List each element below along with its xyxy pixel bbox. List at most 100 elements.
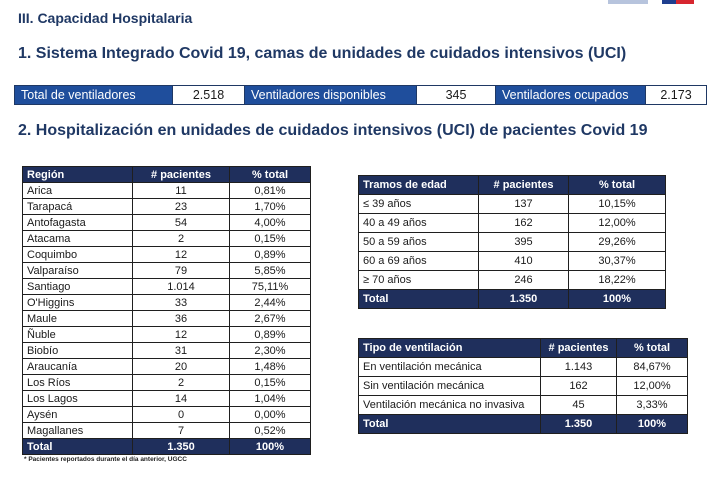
patients-cell: 1.143: [540, 357, 617, 377]
patients-cell: 2: [132, 230, 230, 247]
patients-cell: 12: [132, 246, 230, 263]
table-row: Magallanes 7 0,52%: [22, 422, 311, 439]
percent-cell: 2,30%: [229, 342, 311, 359]
table-row: Los Ríos 2 0,15%: [22, 374, 311, 391]
percent-cell: 1,70%: [229, 198, 311, 215]
table-row: O'Higgins 33 2,44%: [22, 294, 311, 311]
percent-cell: 12,00%: [616, 376, 688, 396]
total-percent-cell: 100%: [616, 414, 688, 434]
table-row: Los Lagos 14 1,04%: [22, 390, 311, 407]
table-row: Aysén 0 0,00%: [22, 406, 311, 423]
table-row: Santiago 1.014 75,11%: [22, 278, 311, 295]
patients-cell: 79: [132, 262, 230, 279]
percent-cell: 0,00%: [229, 406, 311, 423]
row-label-cell: 50 a 59 años: [358, 232, 479, 252]
region-table-header: Región # pacientes % total: [22, 166, 311, 183]
table-row: Maule 36 2,67%: [22, 310, 311, 327]
table-row: Arica 11 0,81%: [22, 182, 311, 199]
table-row: ≤ 39 años 137 10,15%: [358, 194, 666, 214]
table-row: Tarapacá 23 1,70%: [22, 198, 311, 215]
patients-cell: 0: [132, 406, 230, 423]
row-label-cell: Valparaíso: [22, 262, 133, 279]
row-label-cell: ≤ 39 años: [358, 194, 479, 214]
table-row: Biobío 31 2,30%: [22, 342, 311, 359]
row-label-cell: En ventilación mecánica: [358, 357, 541, 377]
percent-cell: 0,81%: [229, 182, 311, 199]
patients-cell: 12: [132, 326, 230, 343]
col-age-range: Tramos de edad: [358, 175, 479, 195]
col-percent: % total: [616, 338, 688, 358]
percent-cell: 0,89%: [229, 326, 311, 343]
row-label-cell: Ñuble: [22, 326, 133, 343]
row-label-cell: 60 a 69 años: [358, 251, 479, 271]
table-row: 50 a 59 años 395 29,26%: [358, 232, 666, 252]
percent-cell: 75,11%: [229, 278, 311, 295]
row-label-cell: Sin ventilación mecánica: [358, 376, 541, 396]
region-table: Región # pacientes % total Arica 11 0,81% T…: [22, 166, 311, 455]
patients-cell: 14: [132, 390, 230, 407]
table-row: Ñuble 12 0,89%: [22, 326, 311, 343]
percent-cell: 0,15%: [229, 374, 311, 391]
row-label-cell: Aysén: [22, 406, 133, 423]
patients-cell: 36: [132, 310, 230, 327]
age-table-header: Tramos de edad # pacientes % total: [358, 175, 666, 195]
percent-cell: 2,67%: [229, 310, 311, 327]
col-region: Región: [22, 166, 133, 183]
table-row: 40 a 49 años 162 12,00%: [358, 213, 666, 233]
table-row: Araucanía 20 1,48%: [22, 358, 311, 375]
heading-uci-beds: 1. Sistema Integrado Covid 19, camas de …: [18, 45, 627, 62]
total-ventilators-value: 2.518: [173, 86, 245, 104]
percent-cell: 0,15%: [229, 230, 311, 247]
patients-cell: 45: [540, 395, 617, 415]
col-patients: # pacientes: [478, 175, 569, 195]
available-ventilators-value: 345: [417, 86, 496, 104]
total-percent-cell: 100%: [229, 438, 311, 455]
col-percent: % total: [568, 175, 666, 195]
available-ventilators-label: Ventiladores disponibles: [245, 86, 417, 104]
patients-cell: 1.014: [132, 278, 230, 295]
percent-cell: 0,52%: [229, 422, 311, 439]
row-label-cell: Tarapacá: [22, 198, 133, 215]
percent-cell: 2,44%: [229, 294, 311, 311]
patients-cell: 23: [132, 198, 230, 215]
percent-cell: 12,00%: [568, 213, 666, 233]
ventilator-summary-bar: Total de ventiladores 2.518 Ventiladores…: [14, 85, 707, 105]
row-label-cell: Atacama: [22, 230, 133, 247]
occupied-ventilators-value: 2.173: [646, 86, 706, 104]
total-patients-cell: 1.350: [132, 438, 230, 455]
col-patients: # pacientes: [540, 338, 617, 358]
row-label-cell: Ventilación mecánica no invasiva: [358, 395, 541, 415]
row-label-cell: Biobío: [22, 342, 133, 359]
row-label-cell: 40 a 49 años: [358, 213, 479, 233]
total-row: Total 1.350 100%: [358, 289, 666, 309]
patients-cell: 246: [478, 270, 569, 290]
total-label-cell: Total: [358, 289, 479, 309]
table-row: Atacama 2 0,15%: [22, 230, 311, 247]
percent-cell: 84,67%: [616, 357, 688, 377]
row-label-cell: Magallanes: [22, 422, 133, 439]
heading-uci-hospitalization: 2. Hospitalización en unidades de cuidad…: [18, 122, 648, 139]
patients-cell: 33: [132, 294, 230, 311]
section-title: III. Capacidad Hospitalaria: [18, 10, 193, 26]
occupied-ventilators-label: Ventiladores ocupados: [496, 86, 646, 104]
ventilation-type-table: Tipo de ventilación # pacientes % total …: [358, 338, 688, 434]
table-row: En ventilación mecánica 1.143 84,67%: [358, 357, 688, 377]
row-label-cell: Maule: [22, 310, 133, 327]
percent-cell: 18,22%: [568, 270, 666, 290]
total-percent-cell: 100%: [568, 289, 666, 309]
total-row: Total 1.350 100%: [22, 438, 311, 455]
row-label-cell: Los Lagos: [22, 390, 133, 407]
patients-cell: 31: [132, 342, 230, 359]
percent-cell: 29,26%: [568, 232, 666, 252]
percent-cell: 10,15%: [568, 194, 666, 214]
patients-cell: 410: [478, 251, 569, 271]
row-label-cell: Araucanía: [22, 358, 133, 375]
footnote: * Pacientes reportados durante el día an…: [24, 456, 187, 463]
vent-table-header: Tipo de ventilación # pacientes % total: [358, 338, 688, 358]
patients-cell: 2: [132, 374, 230, 391]
table-row: Sin ventilación mecánica 162 12,00%: [358, 376, 688, 396]
table-row: Ventilación mecánica no invasiva 45 3,33%: [358, 395, 688, 415]
table-row: ≥ 70 años 246 18,22%: [358, 270, 666, 290]
row-label-cell: Santiago: [22, 278, 133, 295]
percent-cell: 30,37%: [568, 251, 666, 271]
